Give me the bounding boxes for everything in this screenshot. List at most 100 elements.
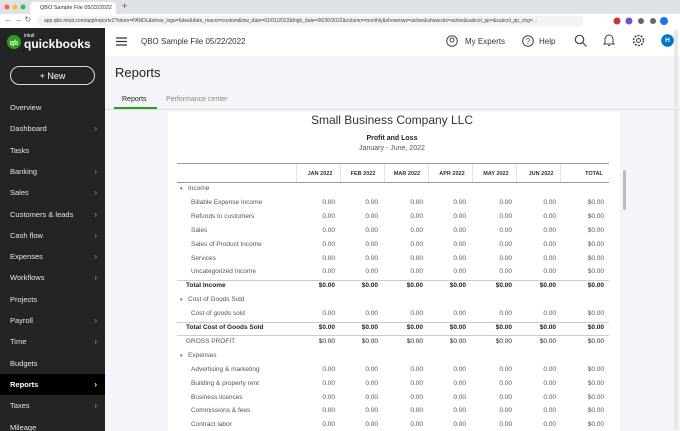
nav-label[interactable]: Tasks — [10, 145, 30, 155]
amount: 0.00 — [322, 240, 335, 248]
nav-label[interactable]: Sales — [10, 188, 29, 198]
amount: 0.00 — [322, 407, 335, 415]
nav-label[interactable]: Expenses — [10, 252, 43, 262]
chevron: › — [94, 124, 97, 134]
row-label: Business licences — [191, 393, 243, 401]
nav-buttons[interactable]: ← → ↻ — [4, 15, 32, 24]
row-label: Uncategorized Income — [191, 268, 257, 276]
amount: $0.00 — [318, 324, 335, 331]
amount: $0.00 — [361, 324, 378, 331]
amount: $0.00 — [361, 282, 378, 290]
amount: $0.00 — [587, 282, 604, 290]
amount: $0.00 — [318, 337, 335, 345]
nav-item[interactable]: Dashboard › — [0, 118, 105, 139]
nav-item[interactable]: Expenses › — [0, 246, 105, 267]
nav-item[interactable]: Time › — [0, 331, 105, 352]
url[interactable]: app.qbo.intuit.com/app/reportv2?token=PA… — [36, 16, 584, 26]
help[interactable]: Help — [539, 37, 556, 46]
nav-item[interactable]: Reports › — [0, 373, 105, 395]
nav-label[interactable]: Banking — [10, 166, 38, 176]
avatar-circle[interactable] — [661, 34, 674, 47]
nav-label[interactable]: Taxes — [10, 401, 30, 411]
experts-icon[interactable] — [446, 35, 458, 47]
amount: $0.00 — [449, 324, 466, 331]
amount: 0.00 — [543, 421, 556, 429]
amount: $0.00 — [495, 337, 512, 345]
column-header: MAY 2022 — [483, 171, 509, 177]
avatar[interactable]: H — [665, 37, 670, 44]
tab-reports[interactable]: Reports — [122, 96, 147, 103]
search-icon[interactable] — [574, 34, 587, 47]
nav-label[interactable]: Projects — [10, 294, 38, 304]
report-page — [168, 112, 620, 431]
nav-label[interactable]: Budgets — [10, 358, 38, 368]
nav-label[interactable]: Payroll — [10, 316, 33, 325]
amount: $0.00 — [587, 393, 604, 401]
page-title: Reports — [115, 65, 161, 80]
active-tab-underline — [114, 107, 157, 109]
nav-label[interactable]: Workflows — [10, 273, 45, 283]
amount: 0.00 — [410, 393, 423, 401]
bell-icon[interactable] — [603, 34, 615, 47]
amount: 0.00 — [410, 268, 423, 276]
window-controls — [4, 4, 26, 10]
menu-icon[interactable] — [116, 37, 127, 46]
amount: 0.00 — [365, 268, 378, 276]
browser-icons — [613, 17, 668, 25]
nav-item[interactable]: Projects — [0, 289, 105, 310]
amount: 0.00 — [543, 393, 556, 401]
amount: 0.00 — [365, 198, 378, 206]
page-scrollbar[interactable] — [674, 30, 678, 430]
nav-item[interactable]: Budgets — [0, 353, 105, 374]
amount: $0.00 — [406, 324, 423, 331]
my-experts[interactable]: My Experts — [465, 37, 506, 46]
tab-strip: QBO Sample File 05/22/2022 + — [0, 0, 680, 14]
column-divider — [560, 164, 561, 182]
nav-item[interactable]: Taxes › — [0, 395, 105, 416]
new-tab[interactable]: + — [122, 1, 128, 11]
nav-label[interactable]: Cash flow — [10, 230, 43, 240]
nav-item[interactable]: Mileage — [0, 417, 105, 431]
row-label: Cost of goods sold — [191, 310, 245, 318]
nav-item[interactable]: Workflows › — [0, 267, 105, 288]
nav-item[interactable]: Banking › — [0, 161, 105, 182]
nav-item[interactable]: Payroll › — [0, 310, 105, 331]
amount: 0.00 — [322, 198, 335, 206]
amount: 0.00 — [499, 421, 512, 429]
amount: 0.00 — [499, 198, 512, 206]
column-header: JAN 2022 — [307, 171, 333, 177]
nav-label[interactable]: Dashboard — [10, 124, 47, 134]
section-label: Cost of Goods Sold — [188, 296, 245, 304]
amount: 0.00 — [365, 310, 378, 318]
column-header: JUN 2022 — [528, 171, 554, 177]
amount: 0.00 — [543, 254, 556, 262]
amount: 0.00 — [543, 310, 556, 318]
amount: $0.00 — [361, 337, 378, 345]
nav-item[interactable]: Customers & leads › — [0, 204, 105, 225]
nav-item[interactable]: Sales › — [0, 182, 105, 203]
nav-label[interactable]: Reports — [10, 379, 39, 389]
report-scrollbar[interactable] — [623, 170, 626, 210]
nav-item[interactable]: Overview — [0, 97, 105, 118]
amount: 0.00 — [322, 393, 335, 401]
chevron: › — [94, 379, 97, 389]
nav-label[interactable]: Mileage — [10, 422, 37, 431]
nav-label[interactable]: Time — [10, 337, 27, 347]
nav-label[interactable]: Customers & leads — [10, 209, 74, 219]
chevron: › — [94, 230, 97, 240]
row-label: GROSS PROFIT — [186, 337, 236, 345]
settings-icon[interactable] — [632, 34, 645, 47]
amount: 0.00 — [453, 365, 466, 373]
nav-item[interactable]: Cash flow › — [0, 225, 105, 246]
nav-item[interactable]: Tasks — [0, 140, 105, 161]
row-label: Sales of Product Income — [191, 240, 262, 248]
brand-small: intuit — [24, 33, 35, 39]
nav-label[interactable]: Overview — [10, 103, 42, 112]
amount: $0.00 — [587, 240, 604, 248]
browser-tab[interactable]: QBO Sample File 05/22/2022 — [30, 2, 116, 14]
new-button[interactable]: + New — [10, 66, 95, 85]
help-icon[interactable]: ? — [522, 35, 534, 47]
tab-performance[interactable]: Performance center — [166, 96, 228, 103]
amount: 0.00 — [365, 240, 378, 248]
